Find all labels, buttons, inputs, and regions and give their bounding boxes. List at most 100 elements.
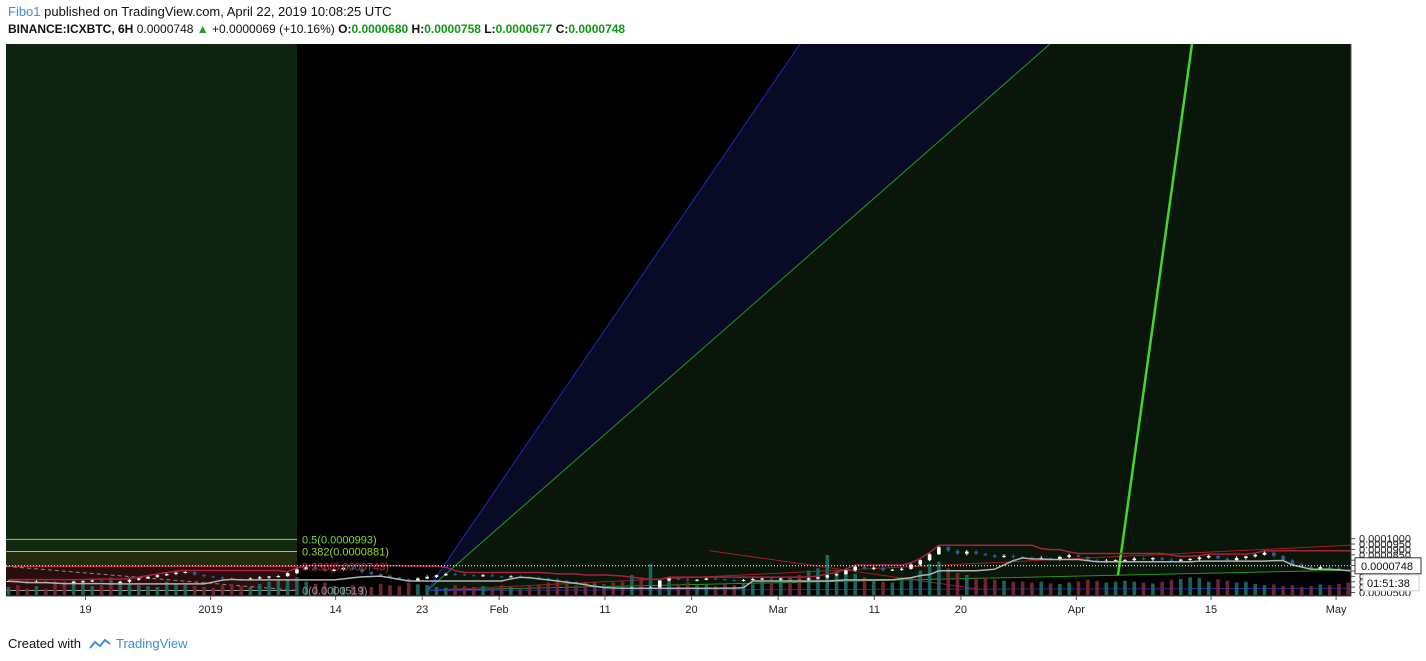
volume-bar bbox=[71, 579, 76, 595]
volume-bar bbox=[937, 561, 941, 595]
volume-bar bbox=[202, 587, 206, 595]
volume-bar bbox=[285, 579, 290, 595]
symbol-label: BINANCE:ICXBTC, 6H bbox=[8, 22, 134, 36]
candle-body bbox=[1095, 560, 1099, 562]
volume-bar bbox=[1160, 581, 1164, 595]
price-tick-label: 0.0000900 bbox=[1359, 544, 1411, 556]
volume-bar bbox=[192, 586, 197, 595]
low-label: L: bbox=[484, 22, 496, 36]
candle-body bbox=[304, 567, 309, 570]
candle-body bbox=[602, 586, 606, 588]
candle-body bbox=[295, 569, 299, 574]
candle-body bbox=[788, 578, 792, 580]
candle-body bbox=[927, 554, 932, 561]
tradingview-link[interactable]: TradingView bbox=[116, 636, 188, 651]
volume-bar bbox=[490, 587, 495, 595]
fib-label-0.236: 0.236(0.0000743) bbox=[302, 561, 389, 573]
candle-body bbox=[267, 576, 271, 578]
time-tick-label: May bbox=[1326, 604, 1347, 616]
time-tick-label: 15 bbox=[1205, 604, 1217, 616]
volume-bar bbox=[146, 586, 150, 595]
volume-bar bbox=[592, 581, 597, 595]
volume-bar bbox=[43, 588, 48, 595]
publish-line: Fibo1 published on TradingView.com, Apri… bbox=[8, 4, 392, 19]
trailing-stop-line bbox=[8, 544, 1423, 581]
close-label: C: bbox=[555, 22, 569, 36]
price-axis[interactable]: 0.00010000.00009500.00009000.00008500.00… bbox=[1350, 44, 1426, 628]
candle-body bbox=[862, 566, 867, 569]
volume-bar bbox=[741, 583, 746, 595]
volume-bar bbox=[90, 586, 95, 595]
candle-body bbox=[704, 578, 709, 580]
volume-bar bbox=[1048, 583, 1053, 595]
candle-body bbox=[81, 581, 85, 583]
candle-body bbox=[1337, 568, 1341, 570]
volume-bar bbox=[695, 585, 699, 595]
volume-bar bbox=[481, 586, 485, 595]
volume-bar bbox=[313, 583, 318, 595]
candle-body bbox=[713, 578, 718, 580]
candle-body bbox=[388, 575, 392, 578]
candle-body bbox=[462, 574, 467, 576]
candle-body bbox=[1048, 558, 1053, 560]
volume-bar bbox=[1178, 579, 1183, 595]
volume-bar bbox=[1076, 581, 1081, 595]
price-tick-label: 0.0000950 bbox=[1359, 539, 1411, 551]
candle-body bbox=[918, 560, 923, 565]
candle-body bbox=[909, 564, 913, 569]
volume-bar bbox=[611, 582, 616, 595]
candle-body bbox=[853, 566, 857, 571]
volume-bar bbox=[1225, 580, 1230, 595]
candle-body bbox=[806, 578, 811, 580]
low-value: 0.0000677 bbox=[495, 22, 553, 36]
volume-bar bbox=[81, 582, 85, 595]
candle-body bbox=[164, 573, 169, 576]
time-axis[interactable]: 1920191423Feb1120Mar1120Apr15May13 bbox=[0, 595, 1426, 628]
volume-bar bbox=[434, 587, 439, 595]
candle-body bbox=[881, 567, 885, 571]
candle-body bbox=[667, 578, 671, 581]
open-value: 0.0000680 bbox=[351, 22, 409, 36]
volume-bar bbox=[1002, 580, 1006, 595]
publish-info: published on TradingView.com, April 22, … bbox=[44, 4, 392, 19]
author-link[interactable]: Fibo1 bbox=[8, 4, 41, 19]
volume-bar bbox=[1346, 582, 1351, 595]
candle-body bbox=[657, 580, 662, 588]
volume-bar bbox=[509, 587, 513, 595]
candle-body bbox=[1085, 556, 1090, 561]
volume-bar bbox=[1216, 579, 1220, 595]
time-tick-label: Apr bbox=[1068, 604, 1085, 616]
volume-bar bbox=[918, 570, 923, 595]
change-value: +0.0000069 (+10.16%) bbox=[212, 22, 335, 36]
volume-bar bbox=[555, 581, 560, 595]
candle-body bbox=[332, 569, 336, 571]
candle-body bbox=[471, 575, 476, 577]
candle-body bbox=[871, 567, 876, 569]
candle-body bbox=[490, 575, 495, 577]
fan-line-red bbox=[426, 544, 1352, 591]
candle-body bbox=[248, 578, 253, 580]
candle-body bbox=[378, 574, 383, 576]
candle-body bbox=[202, 574, 206, 577]
volume-bar bbox=[388, 585, 392, 595]
candle-body bbox=[1206, 555, 1211, 558]
volume-bar bbox=[1151, 583, 1155, 595]
volume-bar bbox=[704, 584, 709, 595]
candle-body bbox=[1067, 555, 1071, 557]
candle-body bbox=[1151, 558, 1155, 560]
candle-body bbox=[453, 573, 457, 575]
candle-body bbox=[323, 568, 327, 571]
baseline-line bbox=[8, 557, 1423, 590]
fib-label-0: 0(0.0000519) bbox=[302, 585, 367, 597]
volume-bar bbox=[1039, 581, 1044, 595]
fan-line-green-steep bbox=[426, 44, 1051, 591]
candle-body bbox=[1253, 554, 1258, 557]
price-chart[interactable]: 0.5(0.0000993)0.382(0.0000881) 0.236(0.00… bbox=[0, 44, 1426, 628]
volume-bar bbox=[1290, 585, 1295, 595]
volume-bar bbox=[853, 573, 857, 595]
candle-body bbox=[1132, 558, 1137, 561]
fib-label-0.5: 0.5(0.0000993) bbox=[302, 534, 377, 546]
candle-body bbox=[555, 579, 560, 581]
candle-body bbox=[778, 578, 783, 580]
candle-body bbox=[816, 577, 820, 579]
